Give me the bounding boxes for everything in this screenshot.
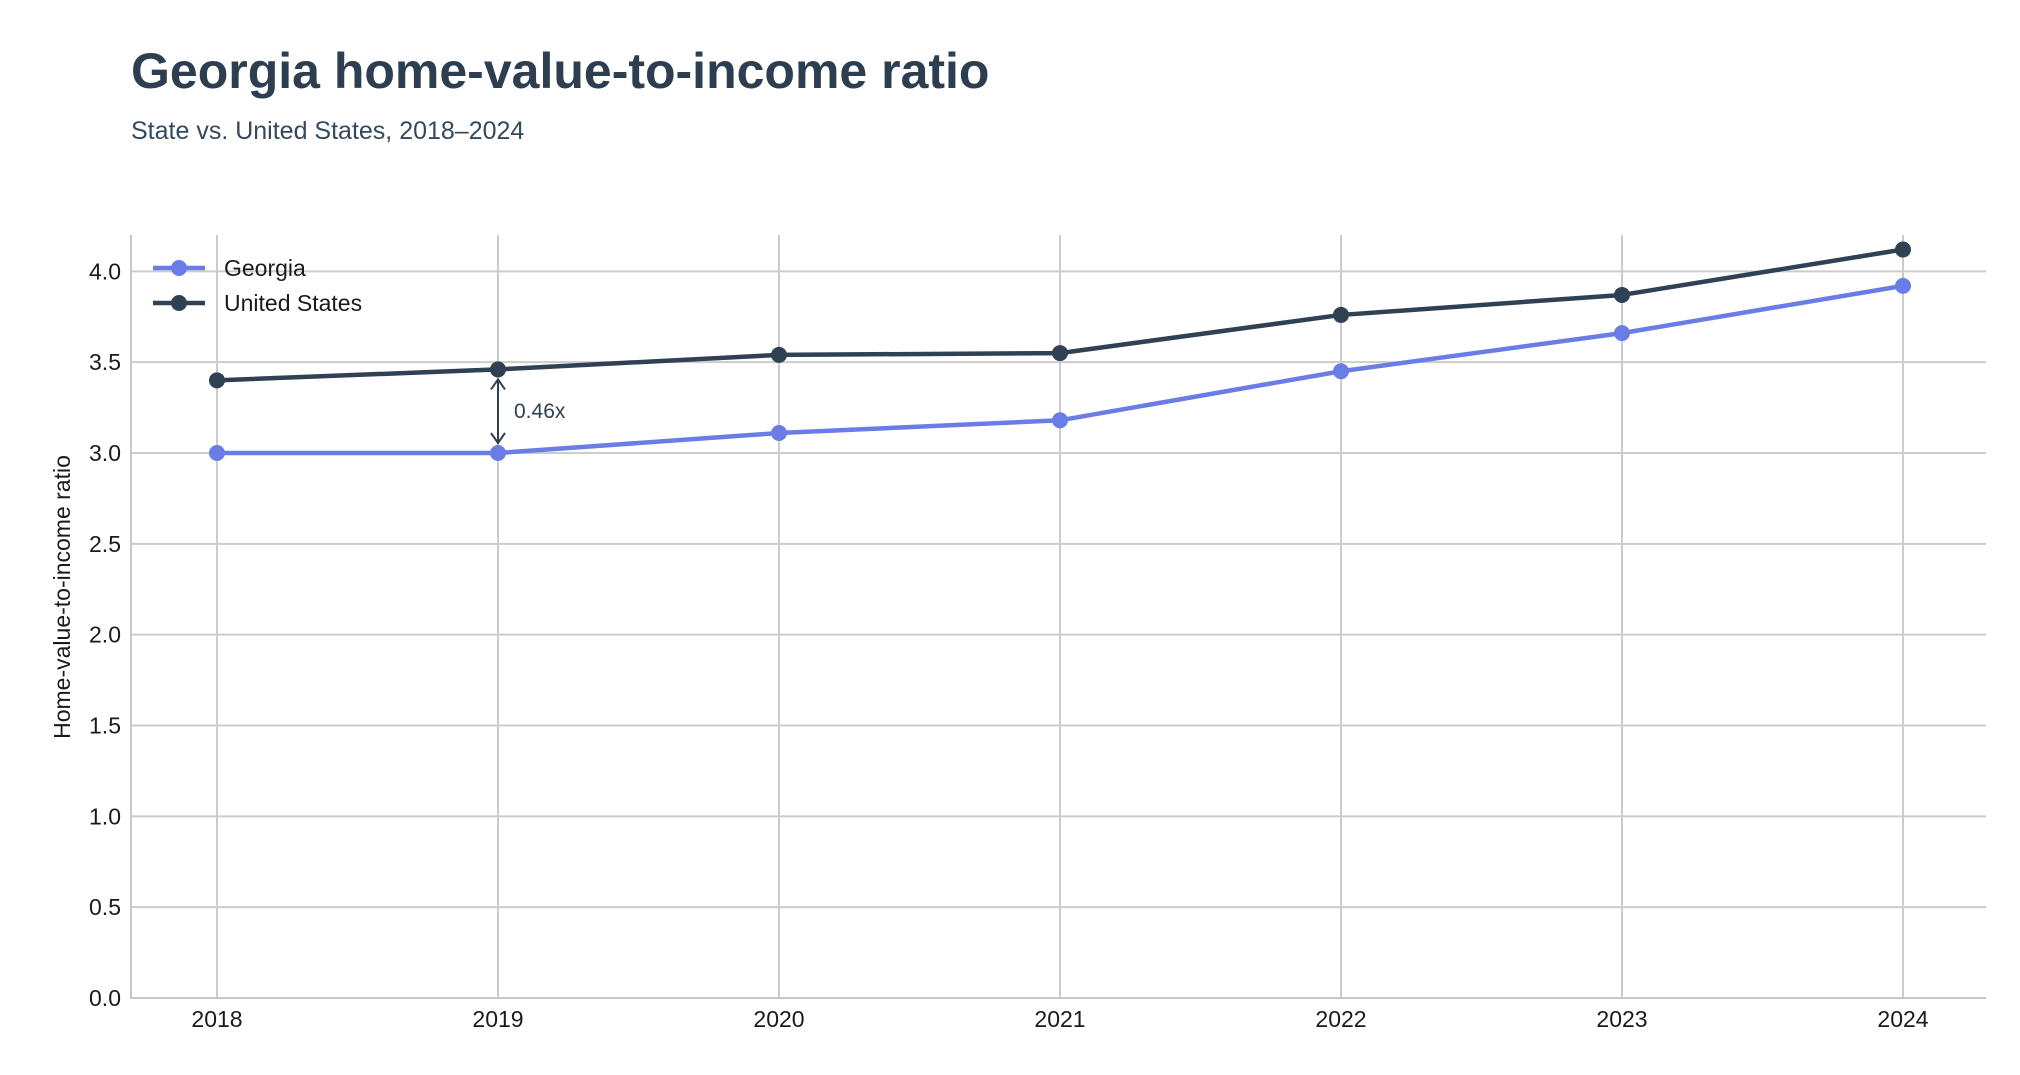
data-point-georgia [771,425,787,442]
chart-subtitle: State vs. United States, 2018–2024 [131,117,524,145]
data-point-georgia [1052,412,1068,429]
gap-arrow-head-top [490,377,506,391]
x-tick-label: 2019 [472,1006,523,1032]
legend-label: Georgia [224,255,306,281]
x-tick-label: 2023 [1596,1006,1647,1032]
y-tick-label: 1.5 [89,713,121,739]
y-tick-label: 0.0 [89,985,121,1011]
data-point-united-states [490,361,506,378]
data-point-georgia [1333,363,1349,380]
data-point-georgia [209,445,225,461]
data-point-georgia [1614,325,1630,342]
x-tick-label: 2018 [191,1006,242,1032]
data-point-united-states [771,346,787,363]
data-point-united-states [209,372,225,389]
gap-annotation-label: 0.46x [514,400,566,423]
data-point-united-states [1333,306,1349,323]
legend-swatch-marker [171,260,187,276]
data-point-united-states [1614,286,1630,303]
x-tick-label: 2021 [1034,1006,1085,1032]
data-point-united-states [1895,241,1911,258]
y-tick-label: 3.0 [89,440,121,466]
data-point-georgia [1895,277,1911,294]
y-axis-label: Home-value-to-income ratio [49,455,75,739]
x-tick-label: 2020 [753,1006,804,1032]
x-tick-label: 2022 [1315,1006,1366,1032]
y-tick-label: 4.0 [89,258,121,284]
y-tick-label: 1.0 [89,803,121,829]
y-tick-label: 0.5 [89,894,121,920]
y-tick-label: 2.5 [89,531,121,557]
data-point-united-states [1052,345,1068,362]
chart-title: Georgia home-value-to-income ratio [131,43,989,99]
legend-swatch-marker [171,295,187,311]
x-tick-label: 2024 [1877,1006,1928,1032]
legend-label: United States [224,290,362,316]
gap-arrow-head-bottom [490,432,506,445]
y-tick-label: 2.0 [89,622,121,648]
data-point-georgia [490,445,506,461]
y-tick-label: 3.5 [89,349,121,375]
